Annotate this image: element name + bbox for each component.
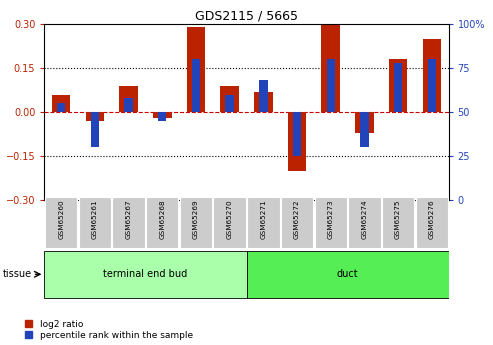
Legend: log2 ratio, percentile rank within the sample: log2 ratio, percentile rank within the s… (24, 319, 194, 341)
Text: GSM65260: GSM65260 (58, 199, 64, 239)
Bar (44, 251, 247, 297)
Bar (91, 112, 99, 147)
Bar (124, 98, 133, 112)
Bar (254, 91, 273, 112)
Bar (389, 59, 407, 112)
Text: GSM65273: GSM65273 (328, 199, 334, 239)
Text: tissue: tissue (2, 269, 32, 279)
Bar (153, 112, 172, 118)
Bar (45, 197, 77, 248)
Text: GSM65276: GSM65276 (429, 199, 435, 239)
Bar (119, 86, 138, 112)
Bar (288, 112, 306, 171)
Bar (246, 251, 449, 297)
Text: GSM65271: GSM65271 (260, 199, 266, 239)
Bar (52, 95, 70, 112)
Bar (293, 112, 301, 156)
Bar (187, 27, 205, 112)
Bar (423, 39, 441, 112)
Bar (315, 197, 347, 248)
Bar (192, 59, 200, 112)
Bar (213, 197, 246, 248)
Text: GSM65272: GSM65272 (294, 199, 300, 239)
Text: GSM65269: GSM65269 (193, 199, 199, 239)
Bar (247, 197, 280, 248)
Bar (348, 197, 381, 248)
Bar (321, 24, 340, 112)
Bar (427, 59, 436, 112)
Bar (158, 112, 167, 121)
Bar (146, 197, 178, 248)
Bar (57, 104, 66, 112)
Bar (225, 95, 234, 112)
Bar (394, 63, 402, 112)
Bar (220, 86, 239, 112)
Text: GSM65275: GSM65275 (395, 199, 401, 239)
Text: GSM65261: GSM65261 (92, 199, 98, 239)
Bar (281, 197, 313, 248)
Bar (180, 197, 212, 248)
Bar (86, 112, 104, 121)
Bar (79, 197, 111, 248)
Text: GSM65274: GSM65274 (361, 199, 367, 239)
Text: duct: duct (337, 269, 358, 279)
Text: GSM65268: GSM65268 (159, 199, 165, 239)
Title: GDS2115 / 5665: GDS2115 / 5665 (195, 10, 298, 23)
Bar (360, 112, 369, 147)
Text: terminal end bud: terminal end bud (104, 269, 187, 279)
Bar (326, 59, 335, 112)
Text: GSM65267: GSM65267 (126, 199, 132, 239)
Bar (259, 80, 268, 112)
Bar (416, 197, 448, 248)
Text: GSM65270: GSM65270 (227, 199, 233, 239)
Bar (382, 197, 414, 248)
Bar (112, 197, 145, 248)
Bar (355, 112, 374, 132)
